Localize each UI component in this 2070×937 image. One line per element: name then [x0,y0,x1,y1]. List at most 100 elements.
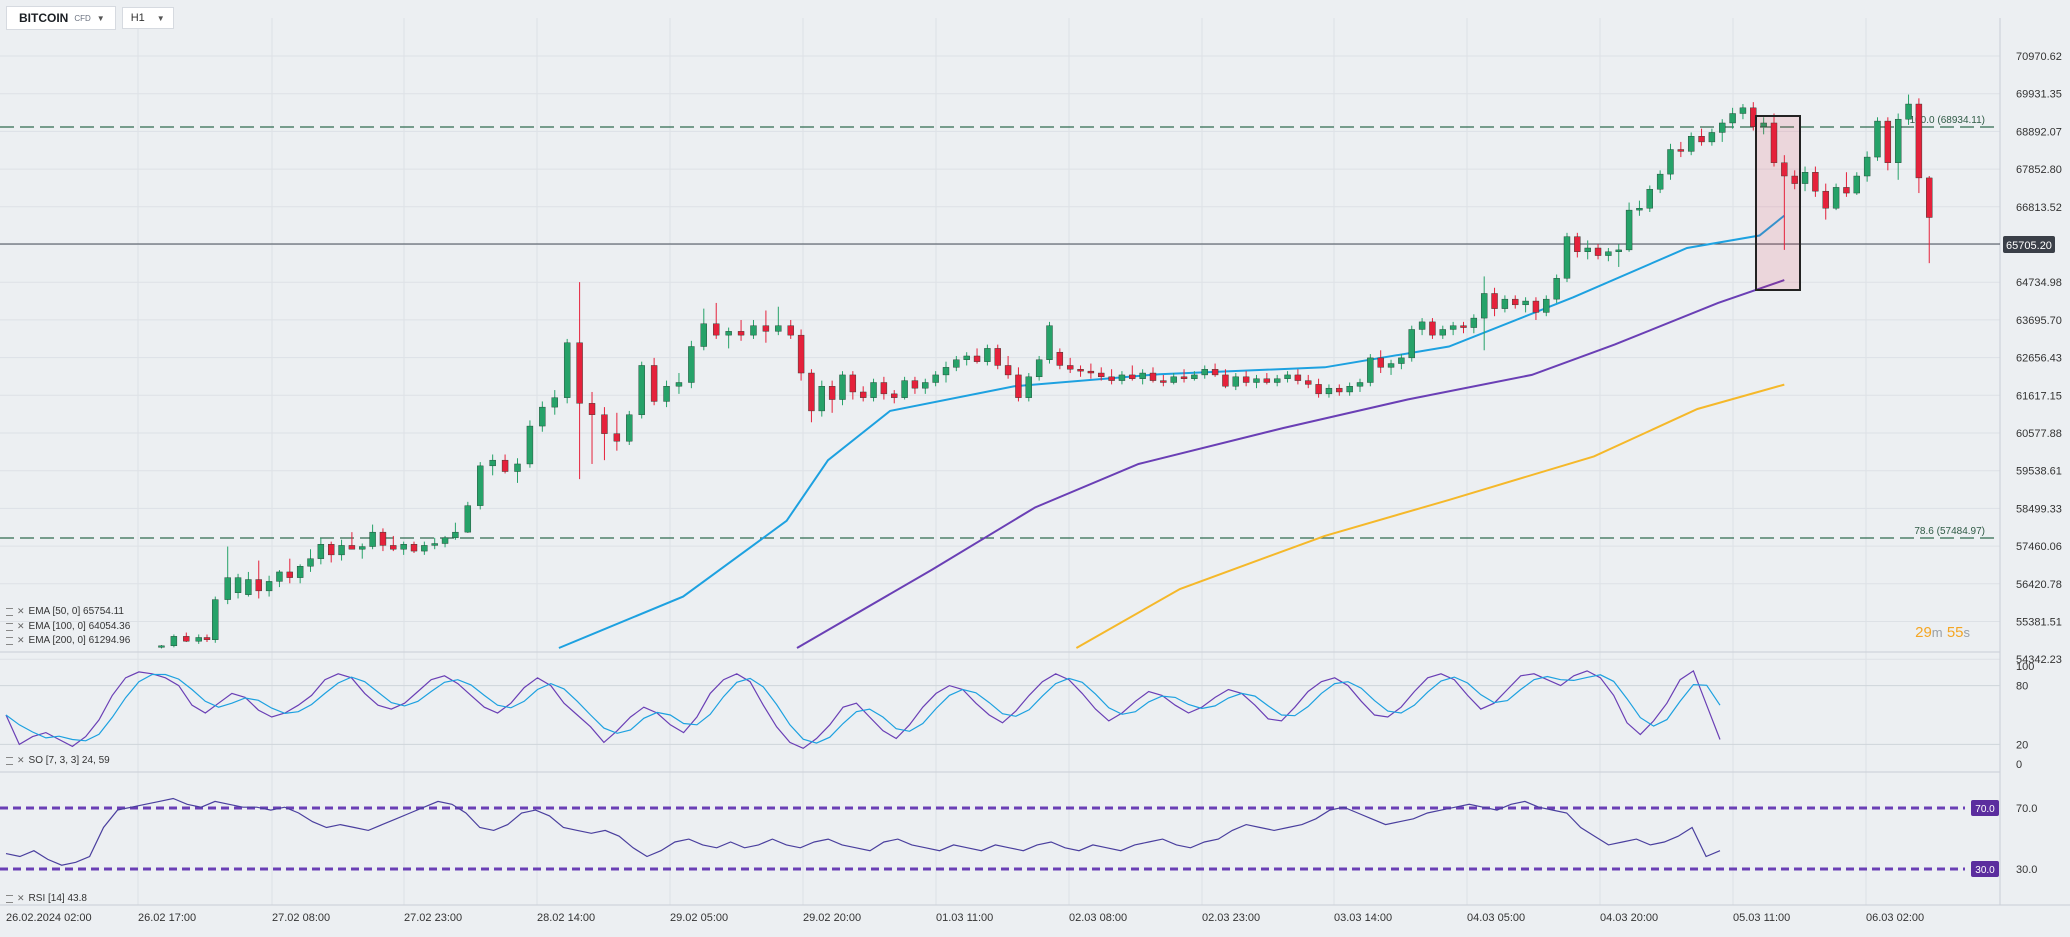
close-icon[interactable]: ✕ [17,635,25,645]
candle-body [891,393,898,398]
ema-lines [558,214,1785,649]
candle-body [1108,376,1115,381]
candle-body [1087,370,1095,374]
price-tick-label: 57460.06 [2016,541,2062,553]
candle-body [1211,369,1219,376]
candle-body [234,577,242,593]
candle-body [1677,149,1685,152]
settings-icon[interactable] [6,622,13,631]
time-tick-label: 26.02.2024 02:00 [6,912,92,924]
legend-so[interactable]: ✕ SO [7, 3, 3] 24, 59 [6,755,110,766]
chevron-down-icon: ▼ [96,13,105,23]
settings-icon[interactable] [6,636,13,645]
so-axis-label: 0 [2016,759,2022,771]
time-tick-label: 29.02 20:00 [803,912,861,924]
close-icon[interactable]: ✕ [17,893,25,903]
candle-body [1336,387,1343,393]
candle-body [1449,325,1457,330]
candle-body [1004,365,1012,376]
candle-body [1242,376,1250,383]
so-axis-label: 80 [2016,681,2028,693]
candle-body [1118,374,1126,381]
candle-body [1315,384,1322,395]
ema200-line [1075,383,1785,649]
candle-body [1056,351,1064,366]
legend-ema200[interactable]: ✕ EMA [200, 0] 61294.96 [6,635,130,646]
candle-body [348,545,356,550]
candle-body [452,531,459,539]
candle-body [700,323,707,347]
candle-body [808,372,815,412]
candle-body [1822,190,1829,209]
symbol-selector[interactable]: BITCOIN CFD ▼ [6,6,116,30]
legend-rsi[interactable]: ✕ RSI [14] 43.8 [6,893,87,904]
settings-icon[interactable] [6,894,13,903]
price-tick-label: 64734.98 [2016,277,2062,289]
price-tick-label: 61617.15 [2016,390,2062,402]
time-tick-label: 27.02 23:00 [404,912,462,924]
candle-body [1625,209,1633,251]
countdown-m: m [1931,625,1943,640]
candle-body [1491,293,1498,309]
legend-ema50[interactable]: ✕ EMA [50, 0] 65754.11 [6,606,124,617]
candle-body [828,386,836,400]
legend-ema100[interactable]: ✕ EMA [100, 0] 64054.36 [6,621,130,632]
time-tick-label: 04.03 20:00 [1600,912,1658,924]
rsi-level-badge [1971,861,1999,877]
candle-body [477,465,484,506]
close-icon[interactable]: ✕ [17,755,25,765]
settings-icon[interactable] [6,756,13,765]
time-tick-label: 01.03 11:00 [936,912,993,924]
timeframe-selector[interactable]: H1 ▼ [121,7,174,29]
candle-body [1781,162,1788,177]
close-icon[interactable]: ✕ [17,606,25,616]
highlight-rect [1755,115,1801,291]
candle-body [1553,278,1560,300]
candle-body [1439,329,1446,336]
fib-label: 78.6 (57484.97) [1914,526,1985,537]
candle-body [1191,374,1198,379]
candle-body [1719,122,1726,133]
close-icon[interactable]: ✕ [17,621,25,631]
candle-body [338,545,345,556]
candle-body [1874,120,1881,158]
candle-body [1656,173,1664,190]
candle-body [224,577,231,600]
time-tick-label: 26.02 17:00 [138,912,196,924]
candle-body [158,645,165,648]
candles [158,94,1933,649]
candle-body [1387,363,1395,368]
ema200-label: EMA [200, 0] 61294.96 [28,635,131,646]
candle-body [1398,357,1405,364]
candle-body [797,334,805,374]
candle-body [901,380,908,398]
price-tick-label: 70970.62 [2016,51,2062,63]
symbol-type: CFD [74,13,91,23]
candle-body [1160,380,1167,383]
candle-body [613,433,621,442]
time-tick-label: 05.03 11:00 [1733,912,1790,924]
highlight-box [1755,115,1801,291]
candle-body [650,365,658,402]
candle-body [1077,369,1084,372]
candle-body [551,397,558,408]
candle-body [1884,120,1892,163]
candle-body [849,374,857,393]
candle-body [1905,103,1912,120]
candle-body [762,325,770,332]
candle-body [369,531,376,547]
candle-body [1170,376,1177,383]
rsi-label: RSI [14] 43.8 [28,893,87,904]
candle-body [1708,132,1716,143]
settings-icon[interactable] [6,607,13,616]
price-tick-label: 67852.80 [2016,164,2062,176]
candle-body [880,382,888,395]
candle-body [601,414,608,434]
stochastic-pane: 100 80 20 0 [0,661,2034,771]
symbol-name: BITCOIN [19,11,69,25]
toolbar: BITCOIN CFD ▼ H1 ▼ [6,6,174,30]
candle-body [1035,359,1043,378]
candle-body [1460,325,1467,328]
